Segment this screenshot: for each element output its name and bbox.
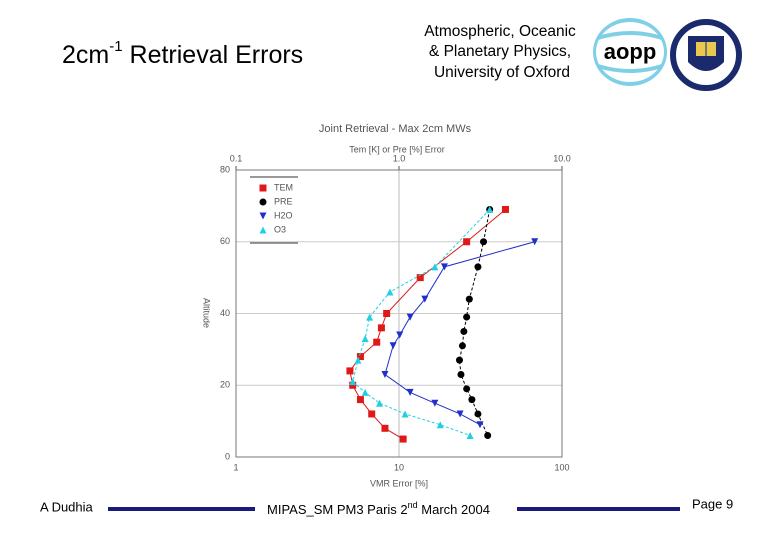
- x2-tick-label: 0.1: [230, 153, 243, 163]
- legend-marker: [259, 212, 267, 220]
- marker: [531, 238, 539, 246]
- marker: [366, 313, 374, 321]
- marker: [458, 342, 466, 350]
- y-tick-label: 60: [220, 236, 230, 246]
- oxford-crest: [670, 19, 742, 91]
- marker: [361, 388, 369, 396]
- x2-tick-label: 10.0: [553, 153, 571, 163]
- marker: [361, 335, 369, 343]
- y-axis-label: Altitude: [202, 298, 212, 328]
- marker: [383, 310, 391, 317]
- marker: [486, 205, 494, 213]
- aopp-logo: aopp: [593, 18, 667, 86]
- marker: [396, 331, 404, 339]
- marker: [368, 410, 376, 418]
- marker: [421, 295, 429, 303]
- marker: [463, 313, 471, 321]
- marker: [468, 396, 476, 404]
- y-tick-label: 0: [225, 451, 230, 461]
- slide-title: 2cm-1 Retrieval Errors: [62, 38, 303, 69]
- marker: [431, 263, 439, 271]
- marker: [373, 338, 381, 346]
- x-axis-label: VMR Error [%]: [370, 478, 428, 488]
- marker: [466, 431, 474, 439]
- y-tick-label: 40: [220, 308, 230, 318]
- legend-label: PRE: [274, 196, 293, 206]
- marker: [356, 396, 364, 404]
- marker: [386, 288, 394, 296]
- legend-marker: [259, 184, 267, 192]
- marker: [349, 378, 357, 386]
- x2-tick-label: 1.0: [393, 153, 406, 163]
- chart: Joint Retrieval - Max 2cm MWs Tem [K] or …: [202, 123, 571, 488]
- plot-frame: [235, 169, 563, 458]
- marker: [354, 356, 362, 364]
- x2-axis-label: Tem [K] or Pre [%] Error: [349, 144, 445, 154]
- marker: [456, 410, 464, 418]
- marker: [440, 263, 448, 271]
- org-line: & Planetary Physics,: [429, 43, 571, 60]
- marker: [381, 370, 389, 378]
- marker: [406, 313, 414, 321]
- marker: [406, 388, 414, 396]
- y-tick-label: 80: [220, 164, 230, 174]
- marker: [465, 295, 473, 303]
- legend-label: O3: [274, 224, 286, 234]
- page-number: Page 9: [692, 496, 733, 511]
- title-main: 2cm: [62, 41, 109, 69]
- series-line: [352, 209, 491, 436]
- marker: [501, 205, 509, 213]
- chart-title: Joint Retrieval - Max 2cm MWs: [319, 123, 472, 135]
- legend-marker: [259, 226, 267, 234]
- marker: [356, 353, 364, 361]
- x-tick-label: 100: [554, 462, 569, 472]
- title-rest: Retrieval Errors: [123, 41, 304, 69]
- marker: [399, 435, 407, 443]
- org-line: University of Oxford: [434, 64, 570, 81]
- marker: [457, 370, 465, 378]
- author: A Dudhia: [40, 499, 94, 514]
- legend-marker: [259, 198, 267, 206]
- meeting: MIPAS_SM PM3 Paris 2nd March 2004: [267, 500, 490, 517]
- marker: [401, 410, 409, 418]
- marker: [376, 399, 384, 407]
- y-tick-label: 20: [220, 380, 230, 390]
- meeting-rest: March 2004: [418, 502, 490, 517]
- marker: [484, 431, 492, 439]
- meeting-sup: nd: [408, 500, 418, 510]
- org-line: Atmospheric, Oceanic: [424, 23, 576, 40]
- marker: [377, 324, 385, 332]
- marker: [431, 399, 439, 407]
- legend-label: H2O: [274, 210, 293, 220]
- marker: [480, 238, 488, 246]
- x-tick-label: 1: [233, 462, 238, 472]
- marker: [474, 410, 482, 418]
- marker: [416, 274, 424, 282]
- marker: [455, 356, 463, 364]
- marker: [460, 327, 468, 335]
- series-line: [384, 241, 535, 426]
- marker: [349, 381, 357, 389]
- marker: [389, 342, 397, 350]
- marker: [474, 263, 482, 271]
- marker: [436, 421, 444, 429]
- marker: [476, 421, 484, 429]
- marker: [463, 385, 471, 393]
- title-sup: -1: [109, 38, 122, 55]
- legend-label: TEM: [274, 182, 293, 192]
- marker: [346, 367, 354, 375]
- marker: [381, 424, 389, 432]
- x-tick-label: 10: [394, 462, 404, 472]
- marker: [463, 238, 471, 246]
- logo-text: aopp: [604, 39, 657, 64]
- meeting-main: MIPAS_SM PM3 Paris 2: [267, 502, 408, 517]
